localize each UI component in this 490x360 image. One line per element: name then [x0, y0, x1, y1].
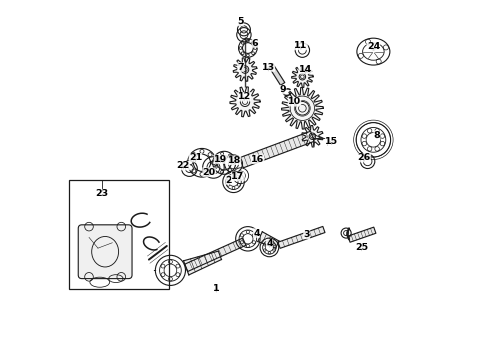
Text: 10: 10	[288, 97, 301, 106]
Text: 23: 23	[95, 189, 108, 198]
Text: 22: 22	[177, 161, 190, 170]
Polygon shape	[258, 232, 279, 248]
Text: 11: 11	[294, 41, 308, 50]
Polygon shape	[230, 87, 260, 117]
Text: 2: 2	[225, 176, 232, 185]
Polygon shape	[302, 126, 323, 147]
Text: 1: 1	[213, 284, 220, 293]
Text: 4: 4	[266, 239, 273, 248]
Text: 17: 17	[231, 172, 245, 181]
Polygon shape	[282, 87, 323, 129]
Text: 4: 4	[253, 229, 260, 238]
Text: 3: 3	[303, 230, 310, 239]
Polygon shape	[240, 131, 314, 168]
Polygon shape	[292, 66, 313, 87]
Text: 14: 14	[298, 65, 312, 74]
Polygon shape	[184, 251, 221, 275]
Text: 15: 15	[325, 137, 339, 146]
Polygon shape	[269, 64, 285, 85]
Text: 25: 25	[355, 243, 368, 252]
Polygon shape	[278, 226, 325, 248]
Text: 13: 13	[262, 63, 275, 72]
Text: 26: 26	[357, 153, 370, 162]
Text: 16: 16	[251, 155, 264, 164]
Text: 6: 6	[252, 39, 258, 48]
Text: 21: 21	[189, 153, 202, 162]
Text: 19: 19	[214, 155, 227, 164]
Polygon shape	[348, 227, 376, 242]
Text: 7: 7	[237, 63, 244, 72]
Text: 8: 8	[373, 131, 380, 140]
Text: 9: 9	[280, 85, 286, 94]
Text: 12: 12	[238, 92, 251, 101]
Polygon shape	[185, 238, 246, 271]
Polygon shape	[233, 58, 257, 81]
Text: 5: 5	[237, 17, 244, 26]
Text: 24: 24	[367, 42, 380, 51]
Text: 18: 18	[227, 156, 241, 165]
FancyBboxPatch shape	[78, 225, 132, 279]
Text: 20: 20	[202, 168, 216, 177]
Bar	[69, 180, 169, 289]
